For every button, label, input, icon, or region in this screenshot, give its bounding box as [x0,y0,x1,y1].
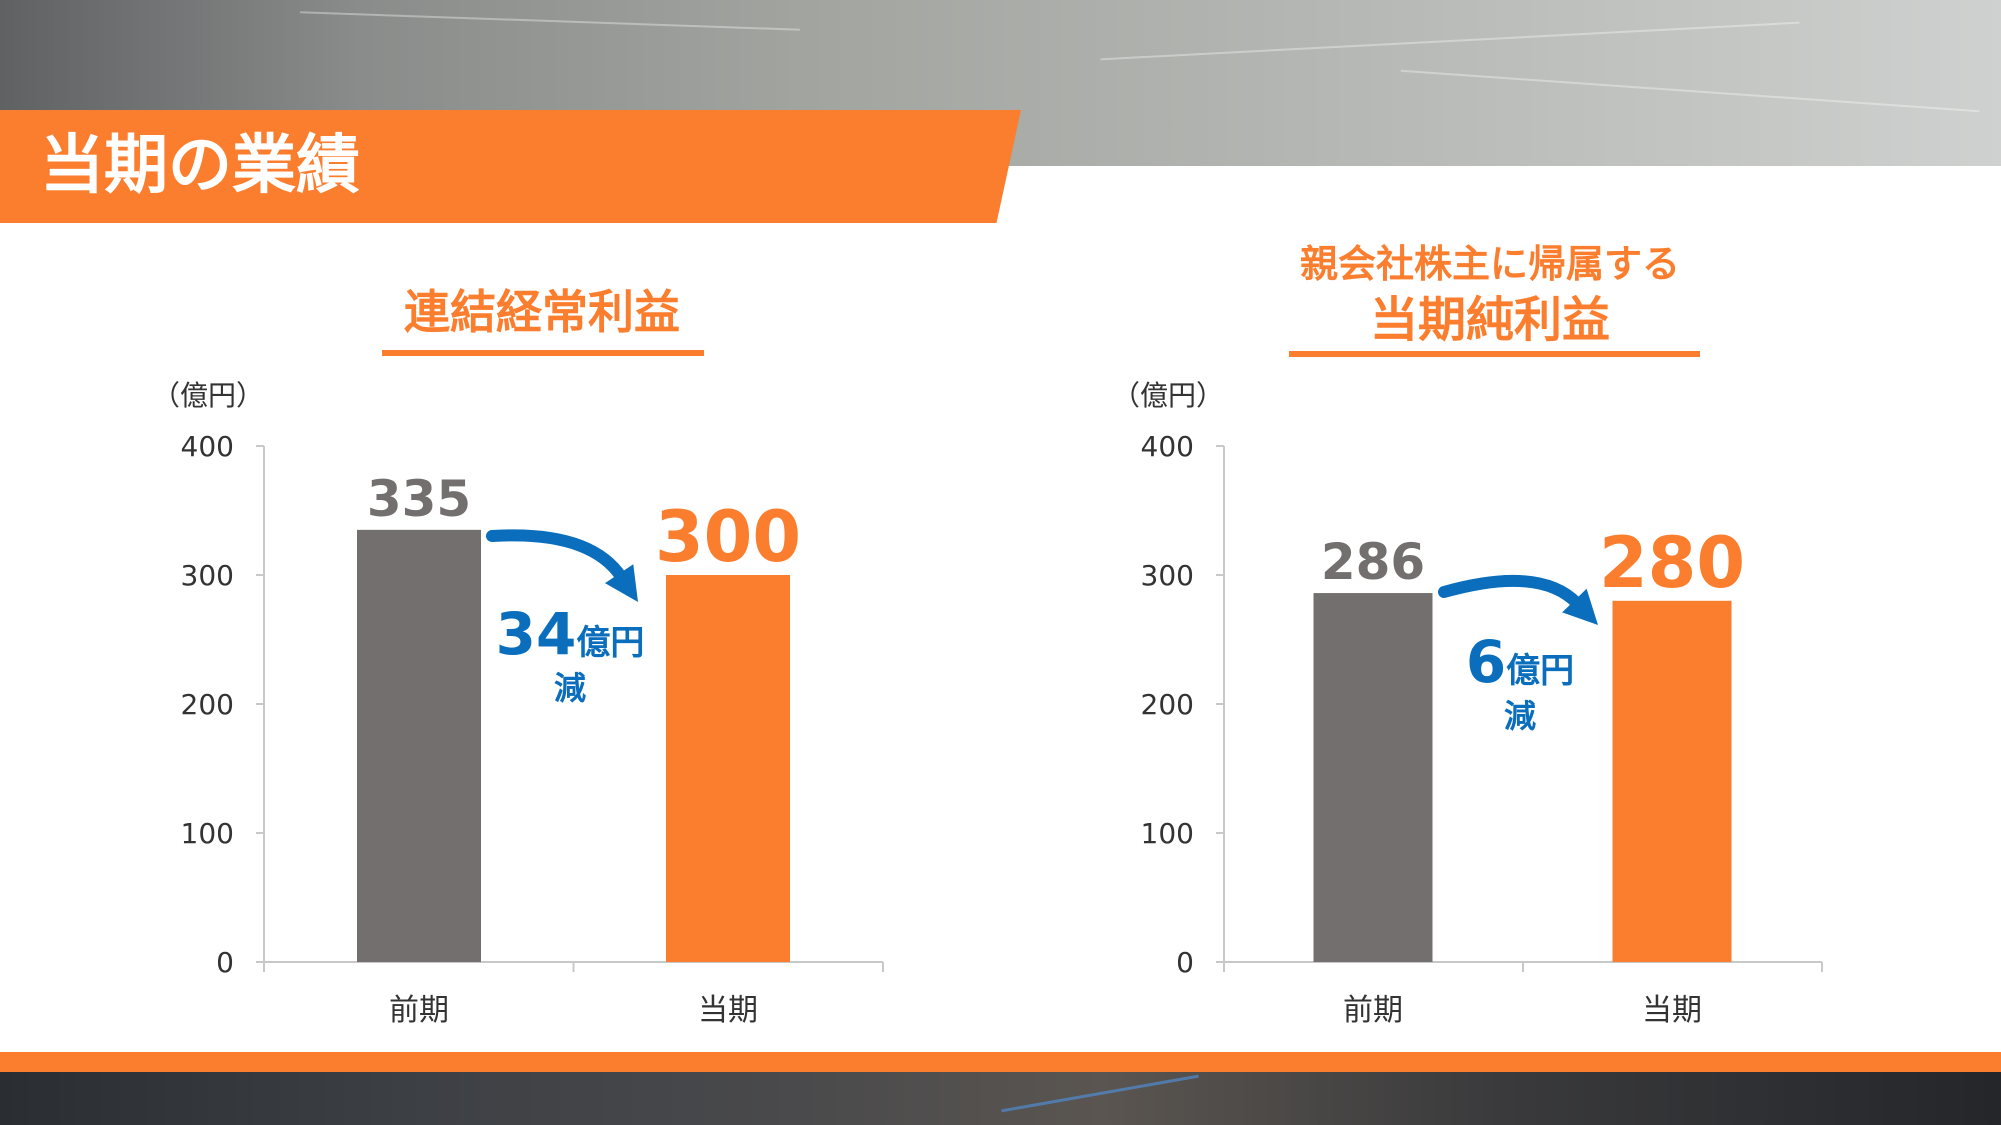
footer-background-photo [0,1072,2001,1125]
chart-2-decrease-arrow-head [1562,588,1598,625]
chart-1-title: 連結経常利益 [382,282,702,342]
chart-2-bar-previous [1313,593,1433,962]
chart-1-difference-direction: 減 [553,669,586,707]
chart-2-y-tick-label: 400 [1141,430,1194,463]
chart-1-category-label-previous: 前期 [389,993,449,1028]
chart-1-bar-current [666,575,790,962]
chart-2-category-label-previous: 前期 [1343,993,1403,1028]
chart-2-title-line1: 親会社株主に帰属する [1299,242,1680,286]
chart-1-value-label-previous: 335 [367,470,471,528]
chart-1-title-underline [382,350,704,356]
page-title: 当期の業績 [40,129,360,203]
chart-2-difference: 6億円 減 [1430,628,1610,736]
footer-orange-rule [0,1052,2001,1072]
chart-1-title-text: 連結経常利益 [404,285,680,339]
chart-2-title-underline [1289,351,1700,357]
chart-1-y-tick-label: 0 [216,946,234,979]
chart-2-y-tick-label: 0 [1176,946,1194,979]
chart-1-category-label-current: 当期 [698,993,758,1028]
chart-2-difference-value: 6 [1465,628,1507,696]
chart-1-difference: 34億円 減 [480,600,660,708]
chart-2-y-tick-label: 100 [1141,817,1194,850]
chart-2-title: 親会社株主に帰属する 当期純利益 [1190,238,1790,350]
chart-1-y-tick-label: 400 [181,430,234,463]
chart-1-y-tick-label: 100 [181,817,234,850]
chart-1-bar-previous [357,529,481,962]
title-banner [0,110,1021,223]
chart-2-y-tick-label: 200 [1141,688,1194,721]
chart-1-y-tick-label: 200 [181,688,234,721]
chart-1-difference-unit: 億円 [576,623,645,663]
chart-2-decrease-arrow [1438,574,1584,610]
chart-2-bar-current [1612,600,1732,962]
chart-2-title-line2: 当期純利益 [1369,292,1610,348]
chart-2-unit-label: （億円） [1112,379,1225,412]
chart-1-difference-value: 34 [495,600,577,668]
chart-1-decrease-arrow-head [604,564,638,602]
chart-2-category-label-current: 当期 [1642,993,1702,1028]
chart-2-difference-unit: 億円 [1506,651,1575,691]
chart-2-difference-direction: 減 [1503,697,1536,735]
chart-1-y-tick-label: 300 [181,559,234,592]
chart-1-decrease-arrow [486,529,628,584]
chart-1-value-label-current: 300 [655,496,801,578]
chart-2-value-label-previous: 286 [1321,533,1425,591]
chart-1-unit-label: （億円） [152,379,265,412]
chart-2-y-tick-label: 300 [1141,559,1194,592]
chart-2-value-label-current: 280 [1599,522,1745,604]
